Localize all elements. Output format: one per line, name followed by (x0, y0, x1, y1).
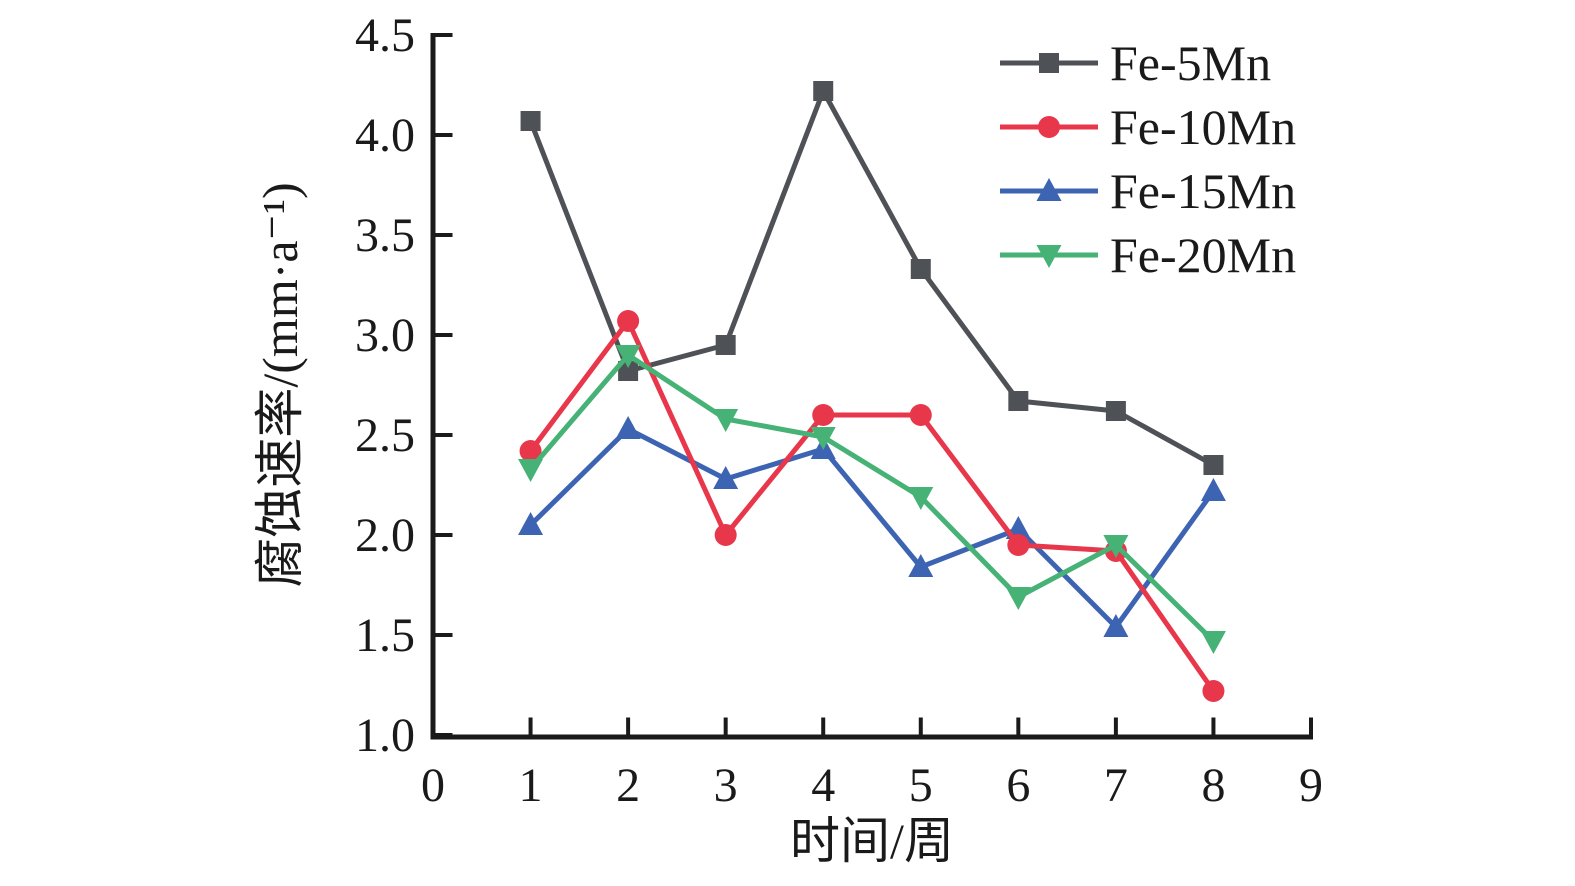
x-tick-label-0: 0 (421, 759, 445, 812)
marker-fe-15mn-week8 (1200, 478, 1226, 501)
legend-label-fe-15mn: Fe-15Mn (1110, 163, 1296, 219)
marker-fe-20mn-week2 (615, 345, 641, 368)
series-line-fe-10mn (528, 318, 1216, 694)
marker-fe-5mn-week8 (1203, 455, 1224, 475)
x-tick-label-8: 8 (1201, 759, 1225, 812)
x-tick-label-9: 9 (1299, 759, 1323, 812)
x-tick-label-4: 4 (811, 759, 835, 812)
marker-fe-20mn-week4 (810, 427, 836, 450)
marker-fe-15mn-week5 (908, 554, 934, 577)
marker-fe-20mn-week6 (1005, 587, 1031, 610)
y-tick-label-3.0: 3.0 (355, 309, 415, 362)
x-tick-label-2: 2 (616, 759, 640, 812)
legend-item-fe-15mn: Fe-15Mn (1000, 163, 1296, 219)
marker-fe-10mn-week1 (519, 440, 542, 462)
legend-marker-fe-20mn (1036, 245, 1062, 268)
series-line-fe-15mn (528, 426, 1216, 630)
marker-fe-5mn-week3 (715, 335, 736, 355)
marker-fe-10mn-week2 (617, 310, 640, 332)
marker-fe-5mn-week4 (813, 81, 834, 101)
marker-fe-20mn-week8 (1200, 631, 1226, 654)
x-tick-label-5: 5 (909, 759, 933, 812)
legend-item-fe-20mn: Fe-20Mn (1000, 227, 1296, 283)
marker-fe-15mn-week7 (1103, 614, 1129, 637)
marker-fe-15mn-week2 (615, 416, 641, 439)
legend-marker-fe-5mn (1039, 53, 1059, 73)
y-tick-label-4.5: 4.5 (355, 9, 415, 62)
y-tick-label-2.5: 2.5 (355, 409, 415, 462)
marker-fe-10mn-week4 (812, 404, 835, 426)
marker-fe-20mn-week3 (713, 409, 739, 432)
marker-fe-5mn-week7 (1105, 401, 1126, 421)
marker-fe-20mn-week1 (518, 459, 544, 482)
marker-fe-15mn-week3 (713, 466, 739, 489)
x-axis-title: 时间/周 (790, 813, 954, 869)
y-axis-title: 腐蚀速率/(mm·a⁻¹) (252, 182, 308, 587)
y-tick-label-1.0: 1.0 (355, 709, 415, 762)
legend-item-fe-10mn: Fe-10Mn (1000, 99, 1296, 155)
marker-fe-20mn-week5 (908, 487, 934, 510)
marker-fe-5mn-week2 (618, 361, 639, 381)
series-fe-10mn (519, 310, 1225, 702)
marker-fe-5mn-week5 (910, 259, 931, 279)
x-tick-label-1: 1 (519, 759, 543, 812)
marker-fe-10mn-week8 (1202, 680, 1225, 702)
marker-fe-15mn-week1 (518, 512, 544, 535)
marker-fe-10mn-week5 (909, 404, 932, 426)
marker-fe-10mn-week6 (1007, 534, 1030, 556)
legend-marker-fe-10mn (1038, 116, 1060, 138)
x-tick-label-6: 6 (1006, 759, 1030, 812)
series-fe-20mn (518, 345, 1226, 654)
y-tick-label-4.0: 4.0 (355, 109, 415, 162)
y-tick-label-1.5: 1.5 (355, 609, 415, 662)
legend-item-fe-5mn: Fe-5Mn (1000, 35, 1271, 91)
x-tick-label-3: 3 (714, 759, 738, 812)
legend-marker-fe-15mn (1036, 178, 1062, 201)
y-tick-label-3.5: 3.5 (355, 209, 415, 262)
marker-fe-5mn-week1 (520, 111, 541, 131)
legend: Fe-5Mn Fe-10Mn Fe-15Mn Fe-20Mn (1000, 35, 1296, 283)
x-tick-label-7: 7 (1104, 759, 1128, 812)
series-line-fe-20mn (528, 352, 1216, 644)
marker-fe-20mn-week7 (1103, 535, 1129, 558)
marker-fe-10mn-week3 (714, 524, 737, 546)
legend-label-fe-5mn: Fe-5Mn (1110, 35, 1271, 91)
marker-fe-5mn-week6 (1008, 391, 1029, 411)
legend-label-fe-10mn: Fe-10Mn (1110, 99, 1296, 155)
y-tick-label-2.0: 2.0 (355, 509, 415, 562)
legend-label-fe-20mn: Fe-20Mn (1110, 227, 1296, 283)
